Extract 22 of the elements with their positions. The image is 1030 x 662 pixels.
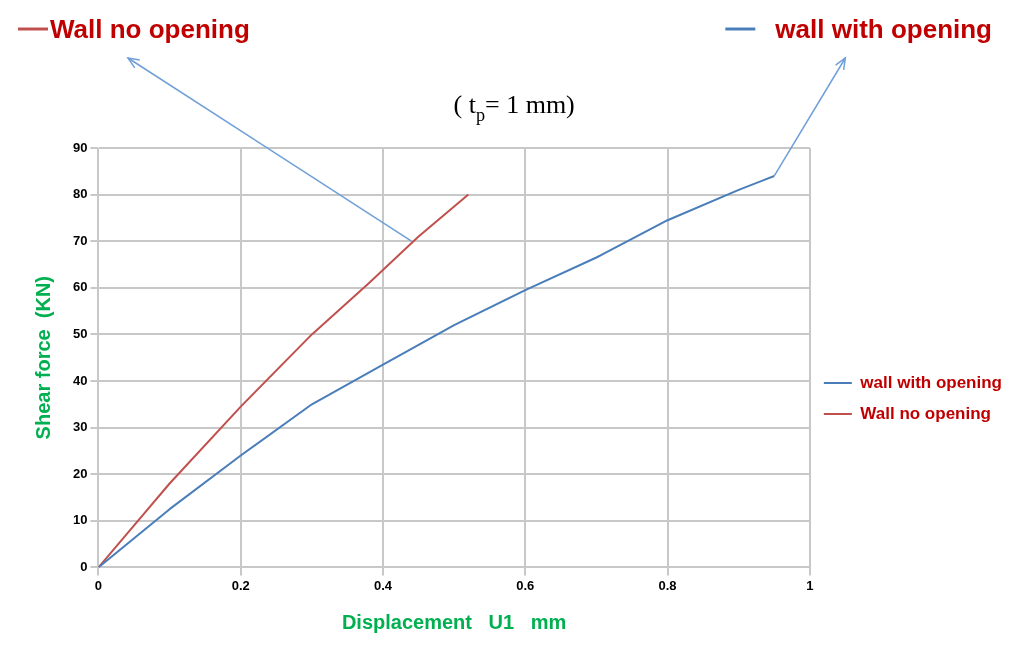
x-tick-label: 1 xyxy=(806,577,814,593)
y-tick-label: 0 xyxy=(80,558,88,574)
y-tick-label: 60 xyxy=(72,279,88,295)
y-tick-label: 30 xyxy=(72,419,88,435)
x-tick-label: 0.2 xyxy=(231,577,250,593)
x-tick-label: 0.8 xyxy=(658,577,677,593)
y-tick-label: 40 xyxy=(72,372,88,388)
y-tick-label: 10 xyxy=(72,512,88,528)
y-tick-label: 50 xyxy=(72,325,88,341)
x-tick-label: 0.4 xyxy=(373,577,393,593)
y-tick-label: 70 xyxy=(72,232,88,248)
y-axis-title: Shear force (KN) xyxy=(31,276,54,440)
x-axis-title: Displacement U1 mm xyxy=(341,610,567,633)
legend-label: Wall no opening xyxy=(860,403,991,423)
y-tick-label: 90 xyxy=(72,139,88,155)
x-tick-label: 0.6 xyxy=(516,577,535,593)
annotation: Wall no opening xyxy=(50,14,250,44)
x-tick-label: 0 xyxy=(94,577,103,593)
y-tick-label: 80 xyxy=(72,186,88,202)
annotation: wall with opening xyxy=(774,14,993,44)
legend-label: wall with opening xyxy=(859,372,1003,392)
y-tick-label: 20 xyxy=(72,465,88,481)
